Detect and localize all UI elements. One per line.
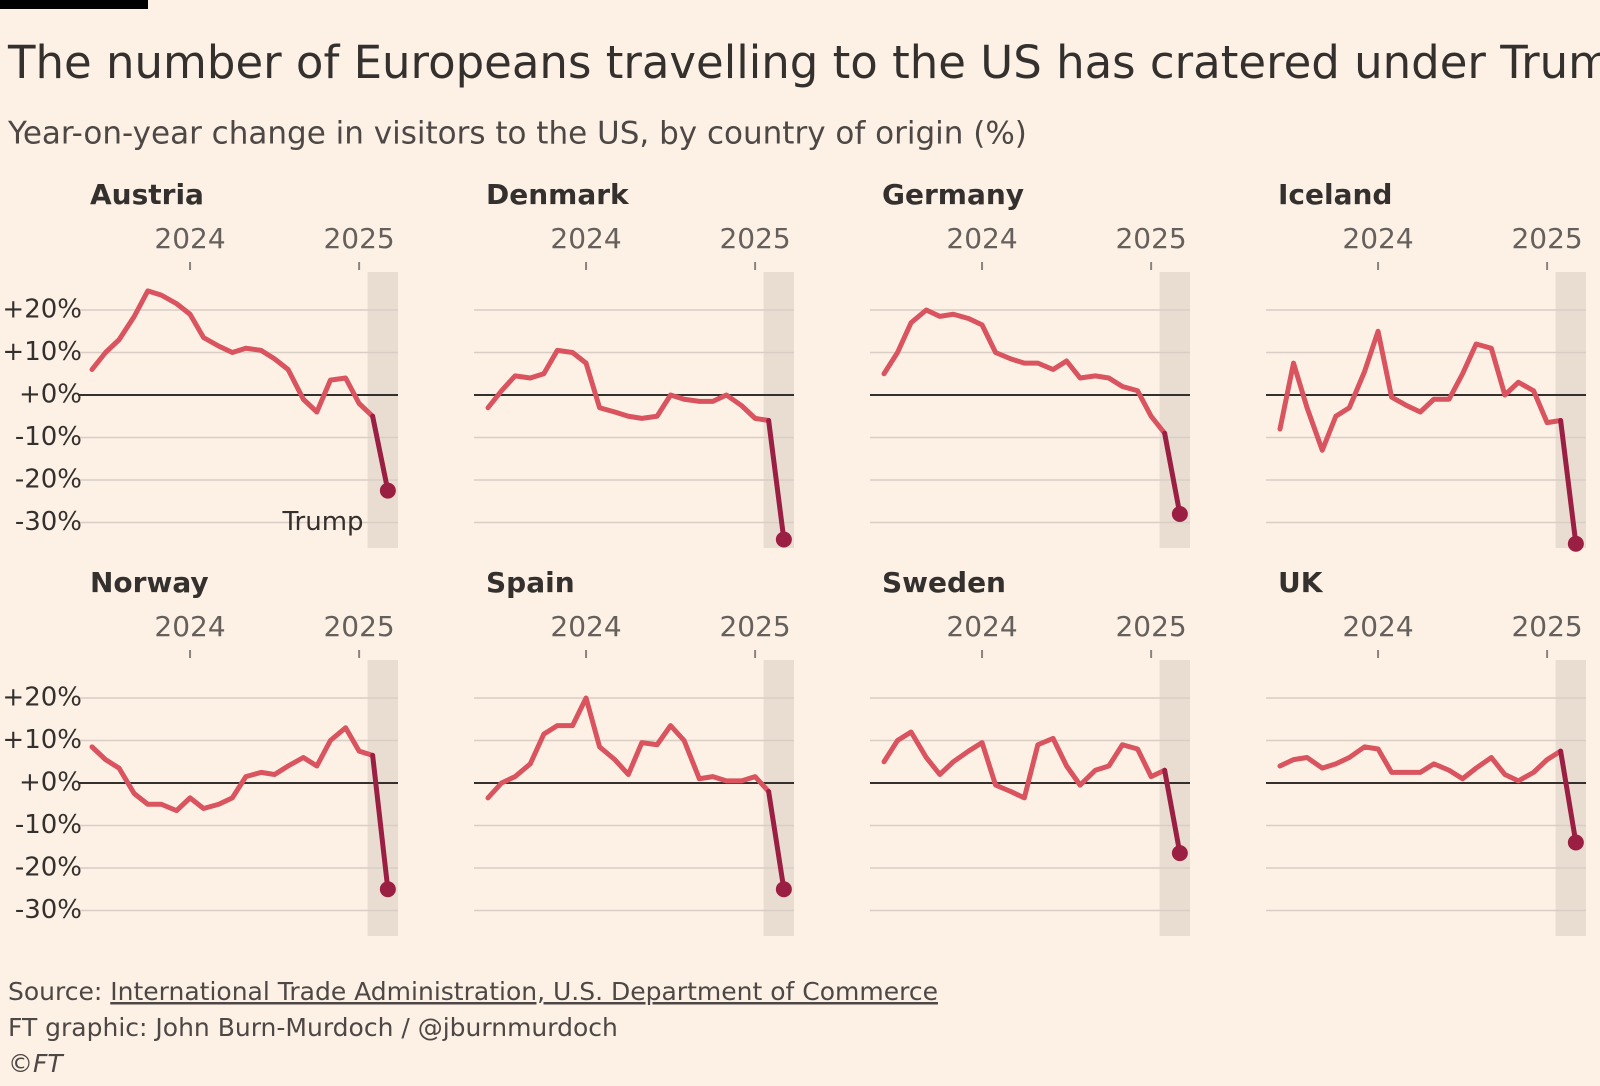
x-tick-label: 2025 <box>1511 610 1582 643</box>
y-tick-label: +20% <box>2 683 82 713</box>
panel-title: Iceland <box>1278 178 1392 211</box>
x-tick-label: 2024 <box>550 610 621 643</box>
recent-line <box>1558 418 1579 547</box>
last-point <box>775 531 792 548</box>
y-tick-label: -30% <box>15 895 82 925</box>
y-tick-label: +10% <box>2 337 82 367</box>
line <box>881 729 1168 801</box>
x-tick-label: 2025 <box>323 222 394 255</box>
x-tick-label: 2024 <box>946 610 1017 643</box>
x-tick-label: 2025 <box>1511 222 1582 255</box>
last-point <box>1567 834 1584 851</box>
y-tick-label: -20% <box>15 465 82 495</box>
x-tick-label: 2024 <box>154 222 225 255</box>
last-point <box>1171 845 1188 862</box>
line <box>485 695 772 801</box>
panel-title: UK <box>1278 566 1324 599</box>
ft-bar <box>0 0 148 9</box>
line <box>89 288 376 419</box>
x-tick-label: 2024 <box>1342 222 1413 255</box>
last-point <box>775 881 792 898</box>
highlight-band <box>1159 272 1190 548</box>
source-label: Source: <box>8 977 102 1006</box>
x-tick-label: 2024 <box>550 222 621 255</box>
y-tick-label: -10% <box>15 810 82 840</box>
highlight-band <box>367 272 398 548</box>
recent-line <box>370 413 391 494</box>
x-tick-label: 2024 <box>1342 610 1413 643</box>
x-tick-label: 2025 <box>719 222 790 255</box>
last-point <box>379 881 396 898</box>
recent-line <box>1558 748 1579 845</box>
panel-title: Germany <box>882 178 1024 211</box>
line <box>881 307 1168 436</box>
panel-title: Denmark <box>486 178 630 211</box>
last-point <box>1171 506 1188 522</box>
y-tick-label: -10% <box>15 422 82 452</box>
credit: FT graphic: John Burn-Murdoch / @jburnmu… <box>8 1013 618 1042</box>
recent-line <box>370 752 391 892</box>
panel-title: Norway <box>90 566 209 599</box>
panel-title: Spain <box>486 566 575 599</box>
x-tick-label: 2025 <box>719 610 790 643</box>
recent-line <box>766 789 787 892</box>
y-tick-label: +10% <box>2 725 82 755</box>
recent-line <box>1162 430 1183 517</box>
line <box>1277 744 1564 784</box>
source-link[interactable]: International Trade Administration, U.S.… <box>110 977 938 1006</box>
line <box>89 725 376 814</box>
x-tick-label: 2024 <box>154 610 225 643</box>
recent-line <box>1162 767 1183 856</box>
y-tick-label: +0% <box>19 380 82 410</box>
last-point <box>379 482 396 499</box>
y-tick-label: +20% <box>2 295 82 325</box>
x-tick-label: 2025 <box>1115 222 1186 255</box>
x-tick-label: 2025 <box>1115 610 1186 643</box>
chart-title: The number of Europeans travelling to th… <box>7 36 1600 89</box>
y-tick-label: +0% <box>19 768 82 798</box>
y-tick-label: -20% <box>15 853 82 883</box>
copyright: ©FT <box>8 1049 64 1078</box>
x-tick-label: 2025 <box>323 610 394 643</box>
x-tick-label: 2024 <box>946 222 1017 255</box>
footer: Source: International Trade Administrati… <box>8 977 938 1006</box>
line <box>1277 328 1564 453</box>
last-point <box>1567 535 1584 552</box>
panel-title: Sweden <box>882 566 1006 599</box>
y-tick-label: -30% <box>15 507 82 537</box>
recent-line <box>766 418 787 542</box>
panel-title: Austria <box>90 178 204 211</box>
chart-subtitle: Year-on-year change in visitors to the U… <box>7 116 1027 152</box>
highlight-band <box>1159 660 1190 936</box>
line <box>485 347 772 423</box>
annotation: Trump <box>282 507 364 537</box>
